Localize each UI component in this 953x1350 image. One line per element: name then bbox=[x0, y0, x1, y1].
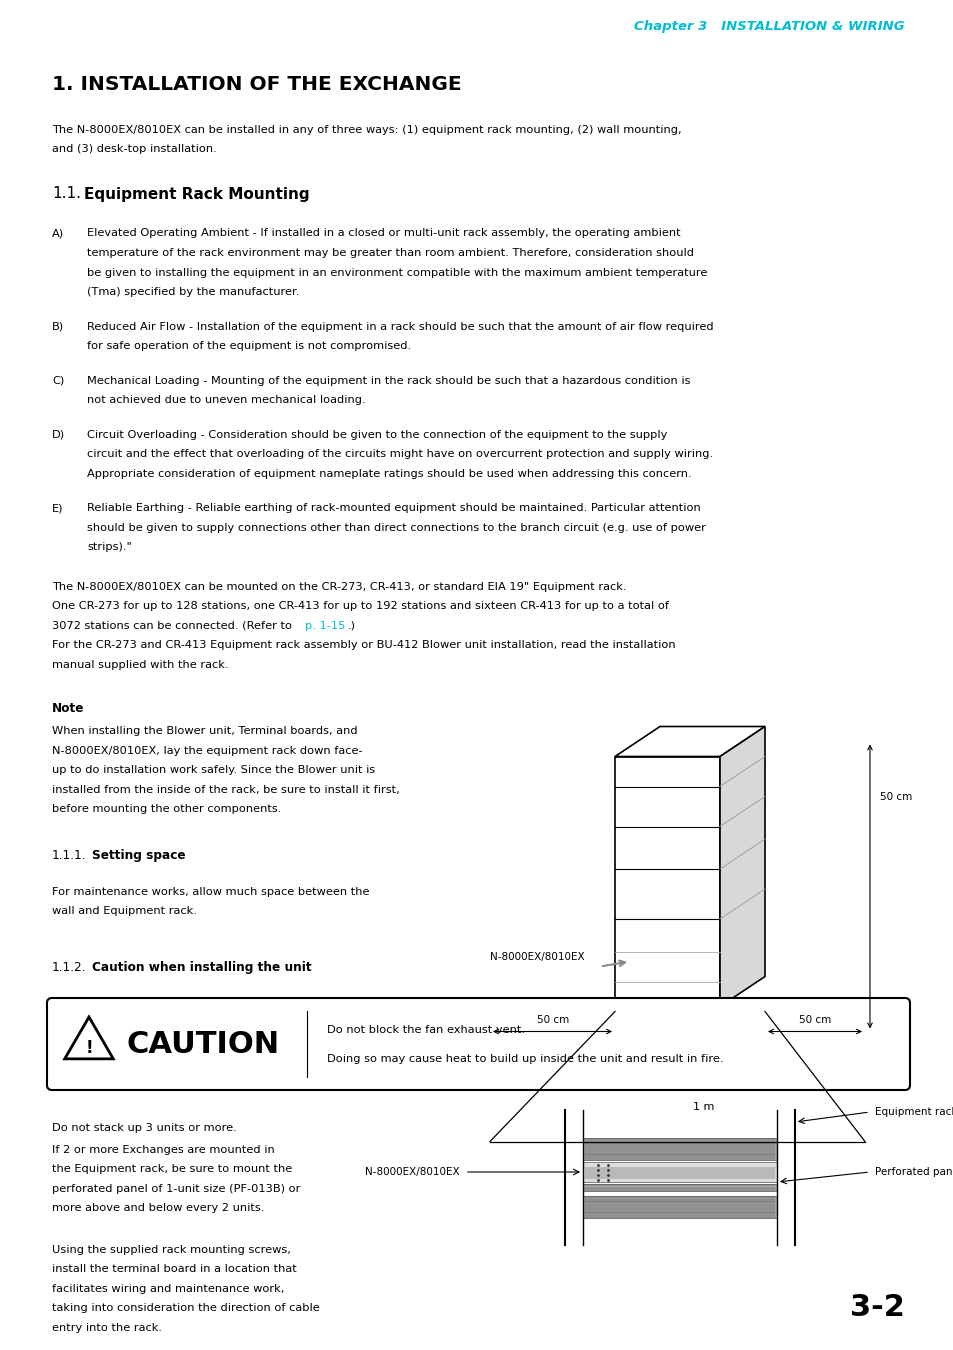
Text: Do not stack up 3 units or more.: Do not stack up 3 units or more. bbox=[52, 1123, 236, 1133]
Text: Mechanical Loading - Mounting of the equipment in the rack should be such that a: Mechanical Loading - Mounting of the equ… bbox=[87, 375, 690, 386]
Text: strips).": strips)." bbox=[87, 541, 132, 552]
Text: N-8000EX/8010EX, lay the equipment rack down face-: N-8000EX/8010EX, lay the equipment rack … bbox=[52, 745, 362, 756]
Text: for safe operation of the equipment is not compromised.: for safe operation of the equipment is n… bbox=[87, 342, 411, 351]
Text: 1.1.: 1.1. bbox=[52, 186, 81, 201]
Polygon shape bbox=[615, 726, 764, 756]
Text: facilitates wiring and maintenance work,: facilitates wiring and maintenance work, bbox=[52, 1284, 284, 1293]
Text: should be given to supply connections other than direct connections to the branc: should be given to supply connections ot… bbox=[87, 522, 705, 532]
Text: 1. INSTALLATION OF THE EXCHANGE: 1. INSTALLATION OF THE EXCHANGE bbox=[52, 76, 461, 95]
Text: Chapter 3   INSTALLATION & WIRING: Chapter 3 INSTALLATION & WIRING bbox=[634, 20, 904, 32]
Text: 50 cm: 50 cm bbox=[798, 1014, 830, 1025]
Text: Circuit Overloading - Consideration should be given to the connection of the equ: Circuit Overloading - Consideration shou… bbox=[87, 429, 667, 440]
Text: Reliable Earthing - Reliable earthing of rack-mounted equipment should be mainta: Reliable Earthing - Reliable earthing of… bbox=[87, 504, 700, 513]
Text: not achieved due to uneven mechanical loading.: not achieved due to uneven mechanical lo… bbox=[87, 396, 365, 405]
Text: manual supplied with the rack.: manual supplied with the rack. bbox=[52, 660, 229, 670]
Text: 1 m: 1 m bbox=[692, 1102, 714, 1111]
Text: up to do installation work safely. Since the Blower unit is: up to do installation work safely. Since… bbox=[52, 765, 375, 775]
Text: installed from the inside of the rack, be sure to install it first,: installed from the inside of the rack, b… bbox=[52, 784, 399, 795]
Bar bbox=[615, 756, 720, 1007]
Bar bbox=[582, 1184, 776, 1191]
Text: The N-8000EX/8010EX can be mounted on the CR-273, CR-413, or standard EIA 19" Eq: The N-8000EX/8010EX can be mounted on th… bbox=[52, 582, 626, 591]
Text: install the terminal board in a location that: install the terminal board in a location… bbox=[52, 1264, 296, 1274]
Text: 1.1.1.: 1.1.1. bbox=[52, 849, 87, 861]
Text: Using the supplied rack mounting screws,: Using the supplied rack mounting screws, bbox=[52, 1245, 291, 1254]
Text: 3072 stations can be connected. (Refer to: 3072 stations can be connected. (Refer t… bbox=[52, 621, 295, 630]
Text: N-8000EX/8010EX: N-8000EX/8010EX bbox=[365, 1166, 459, 1177]
Text: wall and Equipment rack.: wall and Equipment rack. bbox=[52, 906, 196, 917]
Text: entry into the rack.: entry into the rack. bbox=[52, 1323, 162, 1332]
Text: B): B) bbox=[52, 321, 64, 332]
Text: 50 cm: 50 cm bbox=[537, 1014, 569, 1025]
Text: perforated panel of 1-unit size (PF-013B) or: perforated panel of 1-unit size (PF-013B… bbox=[52, 1184, 300, 1193]
Text: One CR-273 for up to 128 stations, one CR-413 for up to 192 stations and sixteen: One CR-273 for up to 128 stations, one C… bbox=[52, 601, 668, 612]
Bar bbox=[582, 1138, 776, 1160]
Text: CAUTION: CAUTION bbox=[127, 1030, 280, 1058]
Text: be given to installing the equipment in an environment compatible with the maxim: be given to installing the equipment in … bbox=[87, 267, 706, 278]
Text: (Tma) specified by the manufacturer.: (Tma) specified by the manufacturer. bbox=[87, 288, 299, 297]
Text: A): A) bbox=[52, 228, 64, 239]
Text: Setting space: Setting space bbox=[91, 849, 186, 861]
Text: p. 1-15: p. 1-15 bbox=[305, 621, 345, 630]
Text: the Equipment rack, be sure to mount the: the Equipment rack, be sure to mount the bbox=[52, 1164, 292, 1174]
Text: more above and below every 2 units.: more above and below every 2 units. bbox=[52, 1203, 264, 1214]
Text: Reduced Air Flow - Installation of the equipment in a rack should be such that t: Reduced Air Flow - Installation of the e… bbox=[87, 321, 713, 332]
Text: Equipment Rack Mounting: Equipment Rack Mounting bbox=[84, 186, 310, 201]
Text: C): C) bbox=[52, 375, 64, 386]
Text: temperature of the rack environment may be greater than room ambient. Therefore,: temperature of the rack environment may … bbox=[87, 248, 693, 258]
Text: E): E) bbox=[52, 504, 64, 513]
Text: N-8000EX/8010EX: N-8000EX/8010EX bbox=[490, 952, 584, 961]
Text: !: ! bbox=[85, 1040, 92, 1057]
Text: Do not block the fan exhaust vent.: Do not block the fan exhaust vent. bbox=[327, 1025, 524, 1035]
Text: Equipment rack: Equipment rack bbox=[874, 1107, 953, 1116]
Text: Elevated Operating Ambient - If installed in a closed or multi-unit rack assembl: Elevated Operating Ambient - If installe… bbox=[87, 228, 679, 239]
Text: taking into consideration the direction of cable: taking into consideration the direction … bbox=[52, 1303, 319, 1314]
Text: .): .) bbox=[348, 621, 355, 630]
Text: When installing the Blower unit, Terminal boards, and: When installing the Blower unit, Termina… bbox=[52, 726, 357, 736]
Bar bbox=[582, 1162, 776, 1183]
Text: 1.1.2.: 1.1.2. bbox=[52, 961, 87, 973]
Text: 3-2: 3-2 bbox=[849, 1293, 904, 1322]
Text: For maintenance works, allow much space between the: For maintenance works, allow much space … bbox=[52, 887, 369, 896]
Text: Doing so may cause heat to build up inside the unit and result in fire.: Doing so may cause heat to build up insi… bbox=[327, 1054, 722, 1064]
Text: If 2 or more Exchanges are mounted in: If 2 or more Exchanges are mounted in bbox=[52, 1145, 274, 1154]
Polygon shape bbox=[720, 726, 764, 1007]
Text: Note: Note bbox=[52, 702, 85, 714]
Text: and (3) desk-top installation.: and (3) desk-top installation. bbox=[52, 144, 216, 154]
FancyBboxPatch shape bbox=[47, 998, 909, 1089]
Text: Caution when installing the unit: Caution when installing the unit bbox=[91, 961, 312, 973]
Text: before mounting the other components.: before mounting the other components. bbox=[52, 805, 281, 814]
Text: 50 cm: 50 cm bbox=[879, 791, 911, 802]
Text: Perforated panels: Perforated panels bbox=[874, 1166, 953, 1177]
Text: For the CR-273 and CR-413 Equipment rack assembly or BU-412 Blower unit installa: For the CR-273 and CR-413 Equipment rack… bbox=[52, 640, 675, 649]
Bar bbox=[582, 1196, 776, 1218]
Text: Appropriate consideration of equipment nameplate ratings should be used when add: Appropriate consideration of equipment n… bbox=[87, 468, 691, 478]
Text: The N-8000EX/8010EX can be installed in any of three ways: (1) equipment rack mo: The N-8000EX/8010EX can be installed in … bbox=[52, 126, 680, 135]
Bar bbox=[582, 1166, 776, 1179]
Text: D): D) bbox=[52, 429, 65, 440]
Text: circuit and the effect that overloading of the circuits might have on overcurren: circuit and the effect that overloading … bbox=[87, 450, 713, 459]
